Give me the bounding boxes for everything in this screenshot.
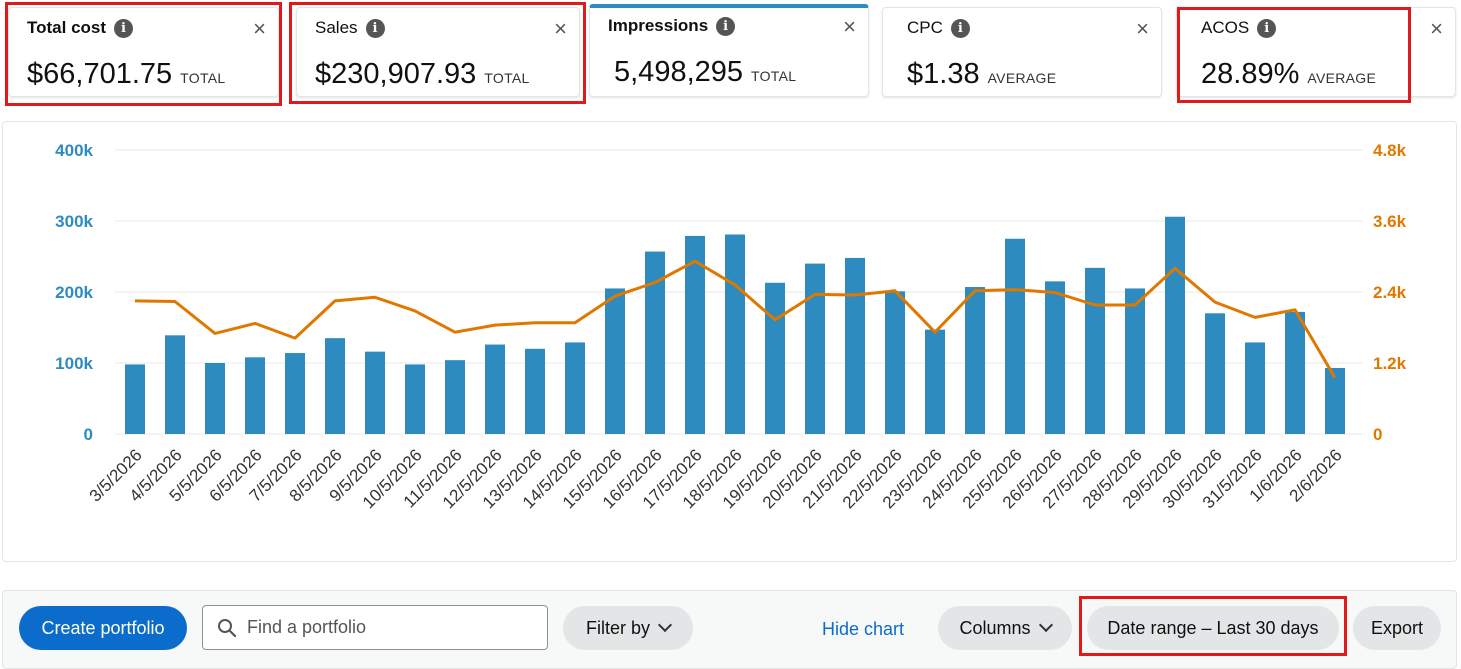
y-right-tick-label: 3.6k bbox=[1373, 212, 1407, 231]
bar bbox=[1085, 267, 1105, 434]
metric-value: $66,701.75 bbox=[27, 58, 173, 90]
close-icon[interactable]: × bbox=[1430, 16, 1443, 41]
bar bbox=[1005, 238, 1025, 434]
metric-card-sales[interactable]: Sales i × $230,907.93 TOTAL bbox=[296, 7, 580, 97]
bar bbox=[845, 257, 865, 434]
info-icon[interactable]: i bbox=[1257, 18, 1277, 38]
bar bbox=[1045, 281, 1065, 434]
metric-value: 28.89% bbox=[1201, 58, 1300, 90]
filter-by-label: Filter by bbox=[585, 617, 650, 638]
metric-value-row: $66,701.75 TOTAL bbox=[27, 58, 225, 91]
metric-value-row: $1.38 AVERAGE bbox=[907, 58, 1056, 91]
metric-title-label: Total cost bbox=[27, 18, 107, 37]
metric-value-row: 28.89% AVERAGE bbox=[1201, 58, 1376, 91]
y-left-tick-label: 400k bbox=[55, 141, 93, 160]
bar bbox=[285, 353, 305, 434]
bar bbox=[925, 329, 945, 434]
metric-value: $230,907.93 bbox=[315, 58, 477, 90]
bar bbox=[1245, 342, 1265, 434]
export-button[interactable]: Export bbox=[1353, 606, 1441, 650]
info-icon[interactable]: i bbox=[950, 18, 970, 38]
bar bbox=[1285, 311, 1305, 434]
y-left-tick-label: 200k bbox=[55, 283, 93, 302]
y-right-tick-label: 0 bbox=[1373, 425, 1382, 444]
hide-chart-link[interactable]: Hide chart bbox=[822, 619, 905, 639]
metric-unit: AVERAGE bbox=[1307, 70, 1377, 86]
y-right-tick-label: 4.8k bbox=[1373, 141, 1407, 160]
metric-unit: AVERAGE bbox=[987, 70, 1057, 86]
bar bbox=[605, 288, 625, 434]
bar bbox=[445, 360, 465, 434]
bar bbox=[1325, 367, 1345, 434]
metric-value-row: 5,498,295 TOTAL bbox=[614, 56, 796, 89]
y-left-tick-label: 100k bbox=[55, 354, 93, 373]
line-series bbox=[134, 259, 1337, 379]
close-icon[interactable]: × bbox=[843, 14, 856, 39]
metric-unit: TOTAL bbox=[484, 70, 530, 86]
bar bbox=[245, 357, 265, 434]
metric-card-total-cost[interactable]: Total cost i × $66,701.75 TOTAL bbox=[8, 7, 279, 97]
date-range-button[interactable]: Date range – Last 30 days bbox=[1087, 606, 1339, 650]
bar bbox=[805, 263, 825, 434]
bar bbox=[885, 291, 905, 434]
columns-button[interactable]: Columns bbox=[938, 606, 1072, 650]
metric-value: $1.38 bbox=[907, 58, 980, 90]
metric-value: 5,498,295 bbox=[614, 56, 744, 88]
bar bbox=[165, 335, 185, 434]
bar bbox=[125, 364, 145, 434]
bar bbox=[485, 344, 505, 434]
columns-label: Columns bbox=[959, 617, 1031, 638]
info-icon[interactable]: i bbox=[716, 16, 736, 36]
bar bbox=[565, 342, 585, 434]
bar bbox=[325, 338, 345, 434]
metric-card-acos[interactable]: ACOS i × 28.89% AVERAGE bbox=[1176, 7, 1456, 97]
info-icon[interactable]: i bbox=[365, 18, 385, 38]
toolbar: Create portfolio Filter by Hide chart Co… bbox=[2, 590, 1457, 669]
filter-by-button[interactable]: Filter by bbox=[563, 606, 693, 650]
metric-title: Impressions i bbox=[608, 16, 736, 36]
chevron-down-icon bbox=[1038, 617, 1053, 633]
y-right-tick-label: 2.4k bbox=[1373, 283, 1407, 302]
search-icon bbox=[218, 618, 237, 637]
metric-card-impressions[interactable]: Impressions i × 5,498,295 TOTAL bbox=[589, 4, 869, 97]
info-icon[interactable]: i bbox=[114, 18, 134, 38]
metric-title-label: ACOS bbox=[1201, 18, 1250, 37]
bar bbox=[205, 363, 225, 434]
metric-title-label: CPC bbox=[907, 18, 943, 37]
metric-title-label: Sales bbox=[315, 18, 358, 37]
metric-unit: TOTAL bbox=[751, 68, 797, 84]
bar bbox=[645, 251, 665, 434]
chart-panel: 0 0 100k 1.2k 200k 2.4k 300k 3.6k 400k 4.8k 3/5/20… bbox=[2, 121, 1457, 562]
bar bbox=[1205, 313, 1225, 434]
close-icon[interactable]: × bbox=[253, 16, 266, 41]
metric-card-cpc[interactable]: CPC i × $1.38 AVERAGE bbox=[882, 7, 1162, 97]
bar bbox=[405, 364, 425, 434]
bar bbox=[965, 287, 985, 434]
bar bbox=[765, 282, 785, 434]
create-portfolio-button[interactable]: Create portfolio bbox=[19, 606, 187, 650]
bar bbox=[1125, 288, 1145, 434]
y-left-tick-label: 0 bbox=[84, 425, 93, 444]
metric-title: CPC i bbox=[907, 18, 970, 38]
metric-title: Total cost i bbox=[27, 18, 134, 38]
y-left-tick-label: 300k bbox=[55, 212, 93, 231]
bar bbox=[1165, 216, 1185, 434]
bar bbox=[725, 234, 745, 434]
close-icon[interactable]: × bbox=[554, 16, 567, 41]
metric-title: Sales i bbox=[315, 18, 385, 38]
bar bbox=[685, 235, 705, 434]
metric-title-label: Impressions bbox=[608, 16, 709, 35]
close-icon[interactable]: × bbox=[1136, 16, 1149, 41]
search-box[interactable] bbox=[202, 605, 548, 650]
search-input[interactable] bbox=[247, 617, 527, 638]
y-right-tick-label: 1.2k bbox=[1373, 354, 1407, 373]
metric-unit: TOTAL bbox=[180, 70, 226, 86]
bar bbox=[365, 351, 385, 434]
bar bbox=[525, 348, 545, 434]
metric-value-row: $230,907.93 TOTAL bbox=[315, 58, 530, 91]
chevron-down-icon bbox=[657, 617, 673, 633]
metric-title: ACOS i bbox=[1201, 18, 1277, 38]
